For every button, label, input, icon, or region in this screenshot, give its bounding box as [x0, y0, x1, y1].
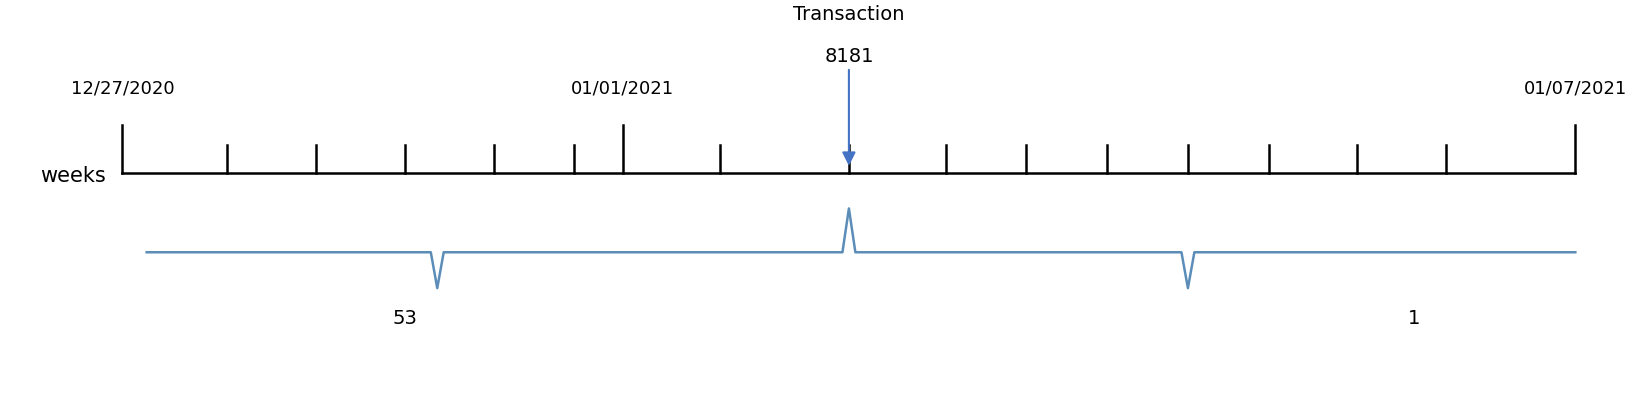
Text: Transaction: Transaction — [794, 5, 905, 24]
Text: 01/07/2021: 01/07/2021 — [1524, 80, 1627, 98]
Text: 01/01/2021: 01/01/2021 — [571, 80, 674, 98]
Text: 12/27/2020: 12/27/2020 — [70, 80, 174, 98]
Text: 8181: 8181 — [823, 47, 874, 66]
Text: 1: 1 — [1408, 308, 1421, 327]
Text: 53: 53 — [393, 308, 417, 327]
Text: weeks: weeks — [41, 165, 106, 185]
